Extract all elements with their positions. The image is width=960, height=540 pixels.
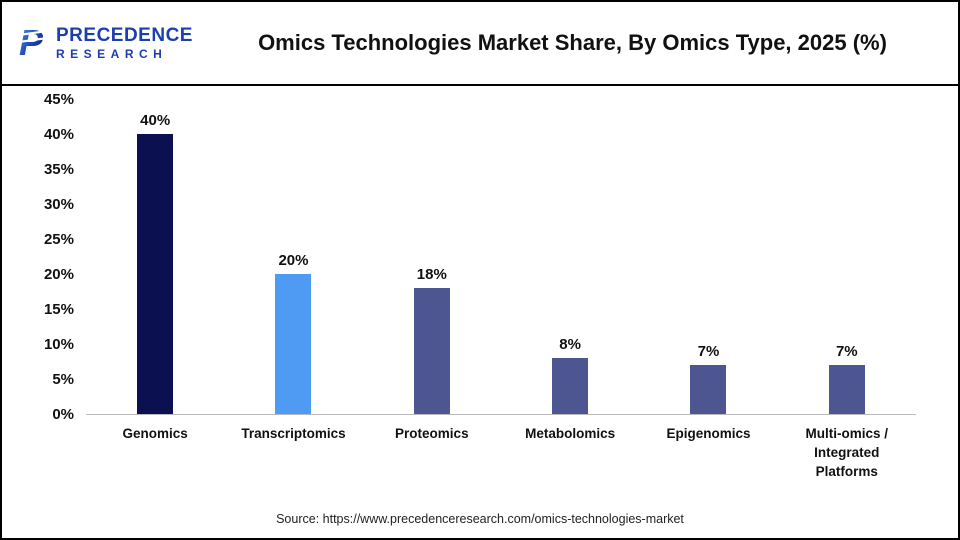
plot-row: 0% 5% 10% 15% 20% 25% 30% 35% 40% 45% 40% 20% 18% 8%…: [20, 91, 916, 482]
category-label: Epigenomics: [666, 426, 751, 441]
bar: [413, 288, 450, 414]
bar-column: 7%: [639, 100, 777, 414]
bar-column: 20%: [224, 100, 362, 414]
bar-value-label: 7%: [697, 343, 720, 360]
header: P PRECEDENCE RESEARCH Omics Technologies…: [2, 2, 958, 86]
bar-column: 40%: [86, 100, 224, 414]
bar-value-label: 7%: [835, 343, 858, 360]
logo-text: PRECEDENCE RESEARCH: [56, 24, 193, 61]
y-tick-label: 30%: [43, 196, 74, 213]
y-tick-label: 20%: [43, 266, 74, 283]
y-tick-label: 40%: [43, 126, 74, 143]
bar-value-label: 20%: [278, 252, 309, 269]
y-tick-label: 0%: [52, 406, 74, 423]
logo-line1: PRECEDENCE: [56, 24, 193, 46]
chart-title: Omics Technologies Market Share, By Omic…: [258, 30, 887, 55]
bar-value-label: 8%: [559, 336, 581, 353]
y-tick-label: 35%: [43, 161, 74, 178]
category-label: Multi-omics / Integrated Platforms: [805, 426, 889, 479]
y-tick-label: 45%: [43, 91, 74, 108]
y-tick-label: 5%: [52, 371, 74, 388]
category-label: Metabolomics: [525, 426, 616, 441]
logo-p-icon: P: [19, 24, 48, 62]
plot-area: 40% 20% 18% 8% 7% 7% Genomics Transcriptomics P…: [86, 100, 916, 482]
bar: [137, 134, 174, 414]
bar: [552, 358, 589, 414]
logo-line2: RESEARCH: [56, 46, 168, 61]
category-label: Genomics: [122, 426, 188, 441]
source-text: Source: https://www.precedenceresearch.c…: [276, 512, 684, 526]
category-row: Genomics Transcriptomics Proteomics Metabol…: [86, 425, 916, 482]
bar-column: 7%: [778, 100, 916, 414]
y-tick-label: 10%: [43, 336, 74, 353]
bar: [828, 365, 865, 414]
bar-value-label: 40%: [140, 112, 171, 129]
bars-row: 40% 20% 18% 8% 7% 7%: [86, 100, 916, 415]
bar-value-label: 18%: [416, 266, 447, 283]
bar: [275, 274, 312, 414]
chart-section: 0% 5% 10% 15% 20% 25% 30% 35% 40% 45% 40% 20% 18% 8%…: [2, 86, 958, 506]
bar-column: 18%: [363, 100, 501, 414]
y-tick-label: 25%: [43, 231, 74, 248]
logo: P PRECEDENCE RESEARCH: [18, 24, 213, 62]
bar-column: 8%: [501, 100, 639, 414]
y-axis: 0% 5% 10% 15% 20% 25% 30% 35% 40% 45%: [20, 91, 86, 423]
bar: [690, 365, 727, 414]
svg-text:P: P: [19, 24, 44, 62]
category-label: Transcriptomics: [241, 426, 346, 441]
category-label: Proteomics: [395, 426, 469, 441]
y-tick-label: 15%: [43, 301, 74, 318]
